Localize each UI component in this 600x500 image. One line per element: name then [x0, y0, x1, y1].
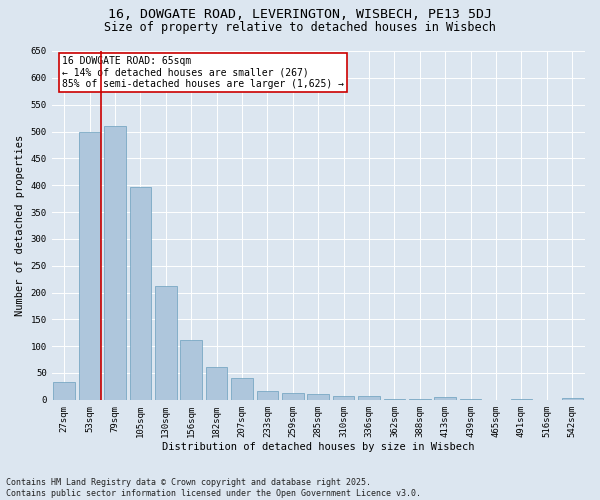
X-axis label: Distribution of detached houses by size in Wisbech: Distribution of detached houses by size … [162, 442, 475, 452]
Bar [409, 399, 431, 400]
Bar [53, 382, 75, 400]
Bar [155, 286, 176, 400]
Bar [257, 390, 278, 400]
Bar [130, 187, 151, 400]
Bar [79, 132, 100, 400]
Bar [434, 397, 456, 400]
Bar [206, 366, 227, 400]
Text: 16 DOWGATE ROAD: 65sqm
← 14% of detached houses are smaller (267)
85% of semi-de: 16 DOWGATE ROAD: 65sqm ← 14% of detached… [62, 56, 344, 90]
Bar [511, 399, 532, 400]
Y-axis label: Number of detached properties: Number of detached properties [15, 135, 25, 316]
Bar [333, 396, 355, 400]
Bar [231, 378, 253, 400]
Text: 16, DOWGATE ROAD, LEVERINGTON, WISBECH, PE13 5DJ: 16, DOWGATE ROAD, LEVERINGTON, WISBECH, … [108, 8, 492, 20]
Text: Size of property relative to detached houses in Wisbech: Size of property relative to detached ho… [104, 21, 496, 34]
Bar [562, 398, 583, 400]
Bar [181, 340, 202, 400]
Bar [282, 393, 304, 400]
Bar [307, 394, 329, 400]
Bar [383, 399, 405, 400]
Bar [104, 126, 126, 400]
Bar [358, 396, 380, 400]
Text: Contains HM Land Registry data © Crown copyright and database right 2025.
Contai: Contains HM Land Registry data © Crown c… [6, 478, 421, 498]
